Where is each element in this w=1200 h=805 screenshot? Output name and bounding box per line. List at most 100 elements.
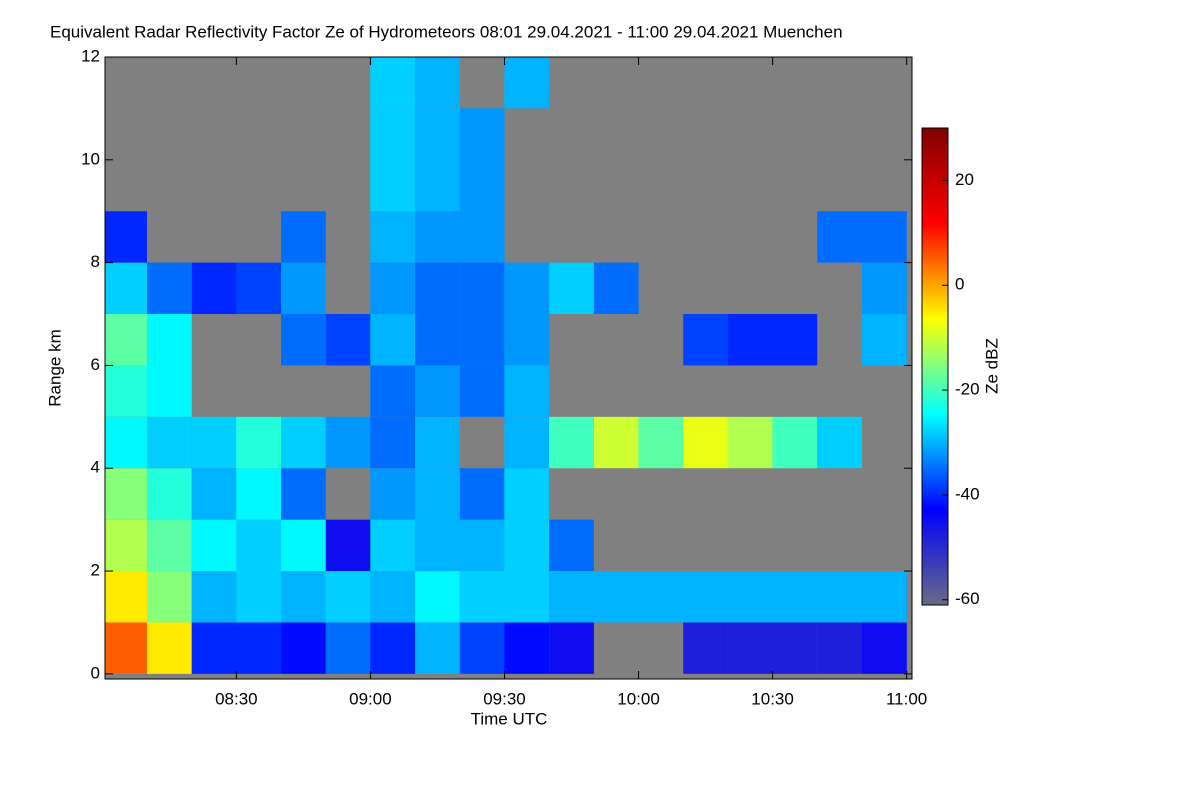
- cell: [105, 622, 147, 674]
- colorbar-tick-label: -20: [955, 380, 980, 399]
- cell: [415, 211, 460, 263]
- cell: [459, 468, 505, 520]
- y-tick-label: 8: [91, 252, 100, 271]
- cell: [504, 416, 550, 469]
- cell: [370, 57, 416, 109]
- y-axis-label: Range km: [45, 329, 64, 406]
- cell: [370, 314, 416, 366]
- cell: [459, 519, 505, 572]
- cell: [817, 622, 862, 674]
- cell: [593, 571, 639, 623]
- x-tick-label: 09:30: [483, 689, 526, 708]
- cell: [683, 571, 728, 623]
- cell: [459, 159, 505, 212]
- cell: [236, 571, 282, 623]
- x-tick-label: 10:00: [617, 689, 660, 708]
- cell: [370, 108, 416, 160]
- y-tick-label: 10: [81, 149, 100, 168]
- cell: [105, 262, 147, 315]
- cell: [638, 416, 684, 469]
- cell: [459, 622, 505, 674]
- cell: [727, 314, 773, 366]
- cell: [236, 262, 282, 315]
- cell: [370, 365, 416, 417]
- cell: [415, 314, 460, 366]
- cell: [772, 416, 818, 469]
- plot-frame: [104, 56, 913, 680]
- cell: [504, 365, 550, 417]
- cell: [370, 571, 416, 623]
- cell: [105, 314, 147, 366]
- cell: [861, 622, 907, 674]
- cell: [504, 468, 550, 520]
- cell: [191, 622, 237, 674]
- cell: [772, 622, 818, 674]
- cell: [459, 211, 505, 263]
- cell: [415, 571, 460, 623]
- cell: [817, 211, 862, 263]
- cell: [281, 211, 326, 263]
- cell: [459, 571, 505, 623]
- x-tick-label: 11:00: [886, 689, 927, 708]
- cell: [325, 314, 371, 366]
- cell: [504, 519, 550, 572]
- cell: [370, 519, 416, 572]
- cell: [861, 211, 907, 263]
- colorbar-tick-label: -60: [955, 589, 980, 608]
- cell: [415, 416, 460, 469]
- cell: [325, 416, 371, 469]
- cell: [281, 314, 326, 366]
- cell: [325, 622, 371, 674]
- cell: [370, 416, 416, 469]
- cell: [549, 262, 594, 315]
- cell: [281, 519, 326, 572]
- cell: [504, 262, 550, 315]
- cell: [236, 468, 282, 520]
- cell: [549, 519, 594, 572]
- cell: [105, 365, 147, 417]
- cell: [683, 622, 728, 674]
- cell: [191, 468, 237, 520]
- cell: [146, 262, 192, 315]
- cell: [146, 314, 192, 366]
- cell: [549, 622, 594, 674]
- cell: [281, 571, 326, 623]
- x-tick-label: 08:30: [215, 689, 258, 708]
- cell: [146, 365, 192, 417]
- cell: [105, 416, 147, 469]
- x-tick-label: 09:00: [349, 689, 392, 708]
- cell: [191, 519, 237, 572]
- cell: [105, 519, 147, 572]
- cell: [370, 211, 416, 263]
- cell: [415, 108, 460, 160]
- cell: [683, 314, 728, 366]
- cell: [415, 262, 460, 315]
- colorbar-label: Ze dBZ: [982, 338, 1001, 394]
- cell: [861, 571, 907, 623]
- cell: [370, 468, 416, 520]
- colorbar-tick-label: -40: [955, 484, 980, 503]
- cell: [370, 159, 416, 212]
- cell: [415, 622, 460, 674]
- cell: [683, 416, 728, 469]
- cell: [415, 57, 460, 109]
- cell: [281, 416, 326, 469]
- cell: [146, 468, 192, 520]
- cell: [146, 519, 192, 572]
- colorbar-tick-label: 20: [955, 170, 974, 189]
- cell: [504, 571, 550, 623]
- cell: [861, 262, 907, 315]
- colorbar-tick-label: 0: [955, 275, 964, 294]
- cell: [236, 519, 282, 572]
- cell: [549, 416, 594, 469]
- cell: [504, 622, 550, 674]
- chart-title: Equivalent Radar Reflectivity Factor Ze …: [50, 22, 843, 41]
- cell: [325, 519, 371, 572]
- cell: [415, 468, 460, 520]
- y-tick-label: 2: [91, 561, 100, 580]
- cell: [593, 416, 639, 469]
- y-tick-label: 12: [81, 46, 100, 65]
- cell: [638, 571, 684, 623]
- y-tick-label: 4: [91, 458, 100, 477]
